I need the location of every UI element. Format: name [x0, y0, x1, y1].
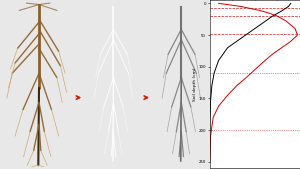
Y-axis label: Soil depth (cm): Soil depth (cm) — [193, 67, 197, 101]
